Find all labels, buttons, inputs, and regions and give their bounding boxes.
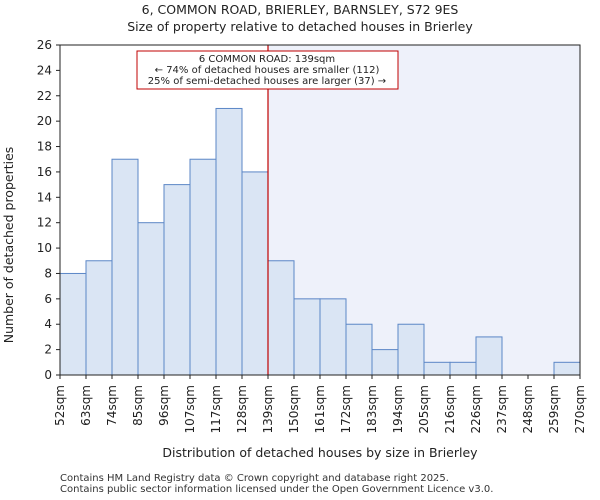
bar-150sqm: [293, 298, 321, 376]
y-tick-label: 10: [37, 241, 52, 255]
x-axis-label: Distribution of detached houses by size …: [162, 445, 478, 460]
annotation-line-2: ← 74% of detached houses are smaller (11…: [155, 65, 380, 76]
x-tick-label: 226sqm: [469, 385, 483, 433]
bar-205sqm: [423, 361, 451, 376]
bar-172sqm: [345, 323, 373, 376]
bar-194sqm: [397, 323, 425, 376]
x-tick-label: 172sqm: [339, 385, 353, 433]
chart-subtitle: Size of property relative to detached ho…: [127, 19, 473, 34]
bar-139sqm: [267, 260, 295, 376]
bar-85sqm: [137, 222, 165, 376]
x-tick-label: 96sqm: [157, 385, 171, 426]
x-tick-label: 52sqm: [53, 385, 67, 426]
bar-216sqm: [449, 361, 477, 376]
x-tick-label: 183sqm: [365, 385, 379, 433]
y-tick-label: 14: [37, 190, 52, 204]
annotation-line-3: 25% of semi-detached houses are larger (…: [148, 76, 386, 87]
x-tick-label: 128sqm: [235, 385, 249, 433]
x-tick-label: 248sqm: [521, 385, 535, 433]
y-tick-label: 6: [44, 292, 52, 306]
y-tick-label: 0: [44, 368, 52, 382]
x-tick-label: 139sqm: [261, 385, 275, 433]
x-tick-label: 150sqm: [287, 385, 301, 433]
bar-117sqm: [215, 107, 243, 376]
bar-259sqm: [553, 361, 581, 376]
y-tick-label: 8: [44, 266, 52, 280]
y-tick-label: 4: [44, 317, 52, 331]
y-tick-label: 18: [37, 140, 52, 154]
y-tick-label: 26: [37, 38, 52, 52]
bar-161sqm: [319, 298, 347, 376]
footer-line-2: Contains public sector information licen…: [60, 484, 494, 495]
x-tick-label: 63sqm: [79, 385, 93, 426]
bar-74sqm: [111, 158, 139, 376]
annotation-box: [136, 50, 399, 90]
footer-line-1: Contains HM Land Registry data © Crown c…: [60, 473, 449, 484]
x-tick-label: 74sqm: [105, 385, 119, 426]
x-tick-label: 259sqm: [547, 385, 561, 433]
bar-96sqm: [163, 184, 191, 376]
x-tick-label: 205sqm: [417, 385, 431, 433]
x-tick-label: 216sqm: [443, 385, 457, 433]
bar-226sqm: [475, 336, 503, 376]
y-tick-label: 20: [37, 114, 52, 128]
x-tick-label: 237sqm: [495, 385, 509, 433]
bar-52sqm: [59, 272, 87, 376]
bar-107sqm: [189, 158, 217, 376]
annotation-line-1: 6 COMMON ROAD: 139sqm: [199, 54, 335, 65]
y-tick-label: 2: [44, 343, 52, 357]
bar-128sqm: [241, 171, 269, 376]
y-tick-label: 12: [37, 216, 52, 230]
x-tick-label: 161sqm: [313, 385, 327, 433]
y-tick-label: 22: [37, 89, 52, 103]
y-axis-label: Number of detached properties: [1, 147, 16, 344]
x-tick-label: 107sqm: [183, 385, 197, 433]
x-tick-label: 194sqm: [391, 385, 405, 433]
bar-63sqm: [85, 260, 113, 376]
x-tick-label: 85sqm: [131, 385, 145, 426]
x-tick-label: 270sqm: [573, 385, 587, 433]
y-tick-label: 16: [37, 165, 52, 179]
y-tick-label: 24: [37, 63, 52, 77]
chart-title: 6, COMMON ROAD, BRIERLEY, BARNSLEY, S72 …: [141, 2, 459, 17]
bar-183sqm: [371, 349, 399, 376]
x-tick-label: 117sqm: [209, 385, 223, 433]
